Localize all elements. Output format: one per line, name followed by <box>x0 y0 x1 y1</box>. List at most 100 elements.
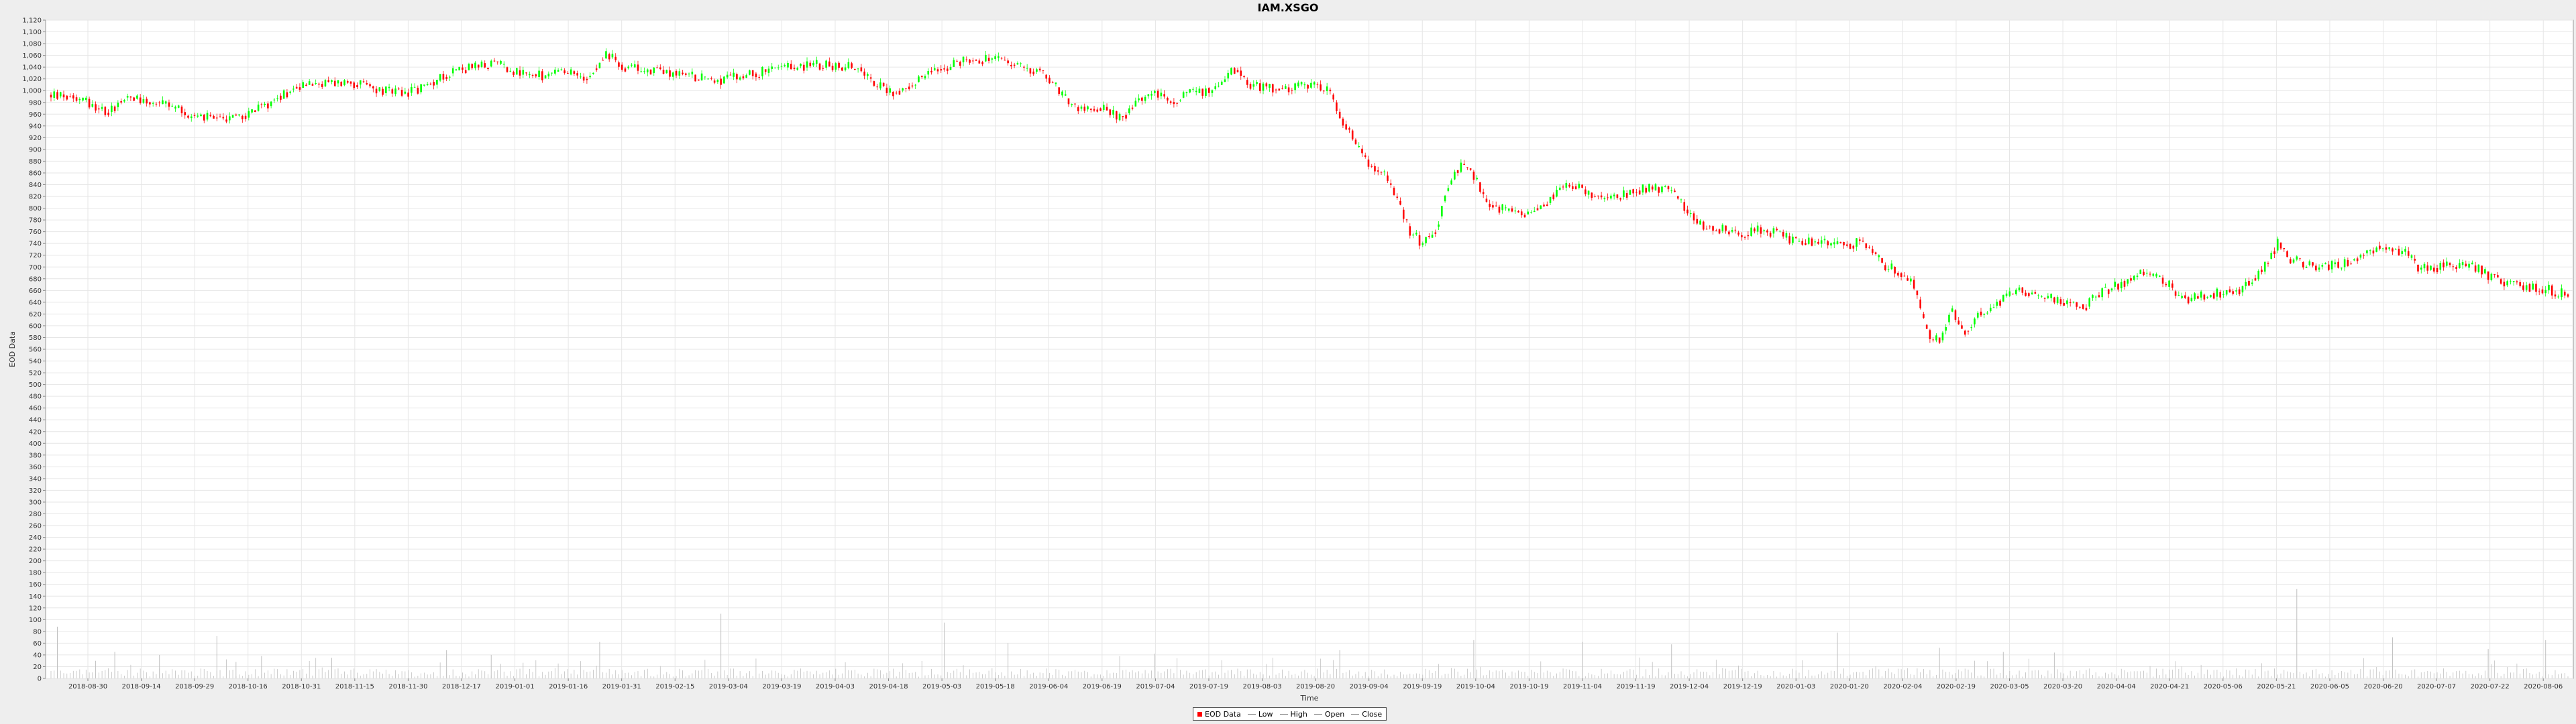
candle-body <box>560 69 563 70</box>
candle-body <box>1409 226 1411 236</box>
candle-body <box>844 67 847 70</box>
candle-body <box>959 62 961 66</box>
candle-body <box>1358 145 1360 147</box>
candle-body <box>1562 186 1564 188</box>
y-tick-label: 840 <box>29 182 42 189</box>
candle-body <box>225 119 227 122</box>
candle-body <box>851 63 853 68</box>
x-tick-label: 2020-02-04 <box>1883 683 1922 690</box>
candle-body <box>1476 178 1478 180</box>
x-tick-label: 2020-05-06 <box>2204 683 2243 690</box>
candle-body <box>2076 302 2078 307</box>
candle-body <box>1269 84 1271 88</box>
candle-body <box>353 82 356 88</box>
candle-body <box>442 74 445 80</box>
candle-body <box>809 62 812 66</box>
candle-body <box>1731 230 1733 232</box>
candle-body <box>710 78 712 79</box>
candle-body <box>2525 285 2528 290</box>
candle-body <box>1278 88 1281 90</box>
legend-label: Open <box>1324 709 1345 719</box>
x-tick-label: 2019-11-04 <box>1563 683 1602 690</box>
y-tick-label: 140 <box>29 593 42 601</box>
candle-body <box>2423 263 2426 269</box>
candle-body <box>2417 265 2419 272</box>
candle-body <box>177 105 180 108</box>
candle-body <box>1798 241 1801 242</box>
candle-body <box>873 81 875 86</box>
x-tick-label: 2019-08-03 <box>1242 683 1281 690</box>
candle-body <box>2420 267 2422 270</box>
candle-body <box>2506 281 2508 286</box>
candle-body <box>1265 83 1268 86</box>
candle-body <box>59 92 62 97</box>
candle-body <box>889 88 891 93</box>
x-tick-label: 2019-04-03 <box>816 683 855 690</box>
candle-body <box>200 114 202 117</box>
candle-body <box>592 72 594 74</box>
candle-body <box>2168 280 2170 287</box>
candle-body <box>2519 282 2521 286</box>
candle-body <box>1185 92 1188 93</box>
candle-body <box>863 71 865 76</box>
candle-body <box>764 69 767 72</box>
candle-body <box>1970 327 1973 328</box>
candle-body <box>2337 261 2339 268</box>
candle-body <box>2110 288 2113 291</box>
candle-body <box>1252 84 1255 87</box>
candle-body <box>691 71 694 74</box>
candle-body <box>1077 107 1079 111</box>
candle-body <box>241 115 244 119</box>
candle-body <box>2136 276 2139 277</box>
candle-body <box>1425 237 1427 243</box>
candle-body <box>1080 106 1083 109</box>
candle-body <box>2404 249 2406 252</box>
y-tick-label: 600 <box>29 322 42 330</box>
candle-body <box>1811 238 1813 246</box>
candle-body <box>1874 252 1877 254</box>
candle-body <box>1743 237 1746 238</box>
y-tick-label: 820 <box>29 194 42 201</box>
candle-body <box>2381 248 2384 249</box>
y-tick-label: 120 <box>29 605 42 612</box>
candle-body <box>920 75 923 78</box>
candle-body <box>2430 265 2432 270</box>
candle-body <box>2005 293 2008 296</box>
candle-body <box>2120 282 2123 289</box>
candle-body <box>2152 274 2155 276</box>
candle-body <box>1514 210 1517 212</box>
candle-body <box>605 51 607 59</box>
candle-body <box>611 54 614 58</box>
candle-body <box>171 105 174 107</box>
candle-body <box>2053 297 2055 303</box>
candle-body <box>1297 82 1299 86</box>
candle-body <box>1766 230 1768 233</box>
candle-body <box>2341 267 2343 269</box>
candle-body <box>458 66 460 70</box>
candle-body <box>2359 254 2362 258</box>
candle-body <box>382 88 384 95</box>
candle-body <box>2324 263 2326 265</box>
candle-body <box>1607 197 1609 198</box>
candle-body <box>72 95 74 99</box>
candle-body <box>1817 241 1819 244</box>
candle-body <box>643 71 645 72</box>
candle-body <box>149 102 151 105</box>
candle-body <box>1658 187 1660 193</box>
candle-body <box>2535 284 2537 292</box>
candle-body <box>898 90 901 95</box>
candle-body <box>1285 86 1287 89</box>
candle-body <box>436 79 438 85</box>
candle-body <box>2356 258 2359 261</box>
candle-body <box>1823 239 1826 241</box>
candle-body <box>1594 196 1596 197</box>
candle-body <box>1591 192 1593 198</box>
candle-body <box>1016 63 1019 65</box>
candle-body <box>2561 288 2563 298</box>
candle-body <box>1565 182 1568 188</box>
candle-body <box>1859 239 1861 241</box>
candle-body <box>828 61 830 67</box>
candle-body <box>2041 296 2043 297</box>
y-tick-label: 1,100 <box>22 29 42 36</box>
candle-body <box>2127 279 2129 284</box>
